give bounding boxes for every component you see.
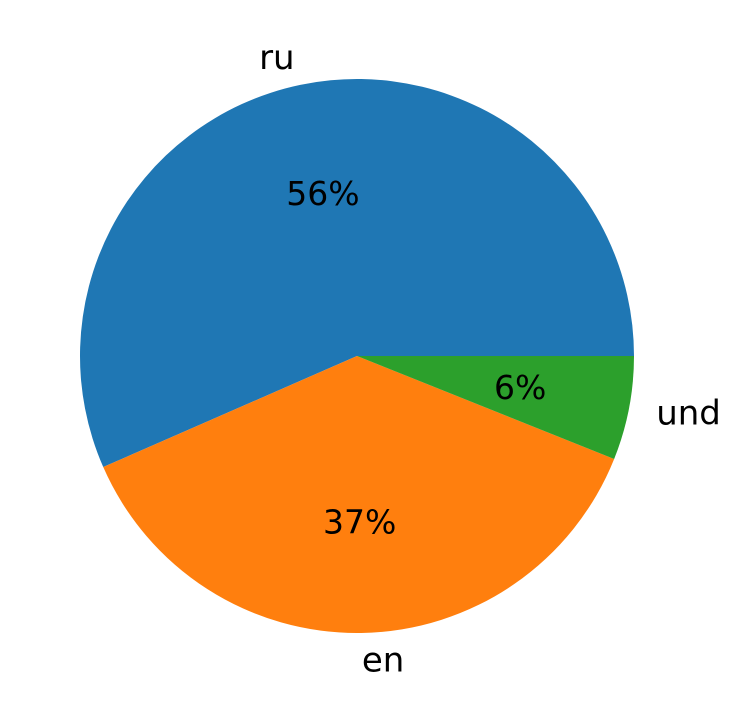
pie-slice-en (103, 356, 615, 633)
pct-label-und: 6% (494, 368, 546, 407)
pie-labels: 56% ru 37% en 6% und (259, 38, 721, 681)
pie-slice-ru (79, 79, 634, 468)
pct-label-ru: 56% (286, 174, 359, 213)
category-label-ru: ru (259, 38, 295, 78)
category-label-en: en (362, 641, 404, 681)
pie-slices (79, 79, 634, 633)
pie-slice-und (357, 356, 634, 459)
category-label-und: und (656, 394, 721, 434)
pct-label-en: 37% (323, 503, 396, 542)
